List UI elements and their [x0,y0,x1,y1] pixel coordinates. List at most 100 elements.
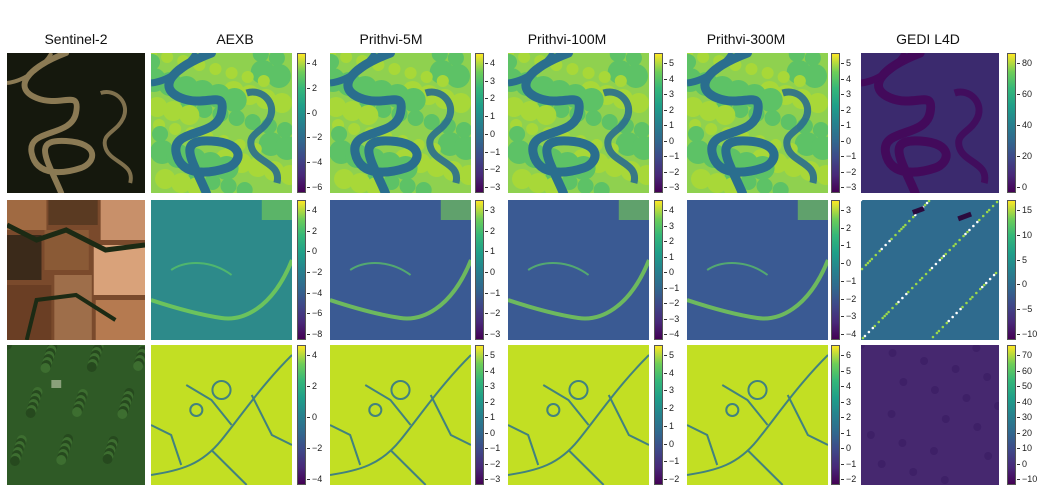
colorbar-tick-label: −3 [663,182,680,192]
column-title-gedi-l4d: GEDI L4D [896,31,960,47]
colorbar-tick-label: −3 [484,474,501,484]
colorbar-tick-label: 0 [484,427,496,438]
colorbar-tick-label: −6 [306,308,323,319]
colorbar [654,345,663,485]
colorbar-tick-label: 2 [840,222,852,233]
colorbar-tick-label: −2 [306,132,323,143]
colorbar-tick-label: 5 [1016,254,1028,265]
colorbar [475,200,484,340]
colorbar-tick-label: −2 [663,166,680,177]
colorbar-tick-label: 1 [840,427,852,438]
colorbar-tick-label: 1 [840,240,852,251]
colorbar-tick-label: 3 [663,89,675,99]
colorbar-tick-label: 2 [306,381,318,391]
colorbar-tick-label: −8 [306,329,323,339]
colorbar-tick-label: 4 [484,58,496,68]
colorbar-tick-label: 0 [663,135,675,146]
colorbar [475,53,484,193]
colorbar-tick-label: 6 [840,350,852,360]
colorbar-tick-label: 3 [840,89,852,99]
colorbar-tick-label: −2 [484,458,501,469]
colorbar-tick-label: 70 [1016,350,1033,360]
panel-forest-sentinel-2 [7,345,145,485]
colorbar-tick-label: −1 [840,151,857,161]
colorbar [1007,345,1016,485]
colorbar-tick-label: −5 [1016,304,1033,315]
colorbar-tick-label: −1 [840,458,857,469]
panel-river-prithvi-100m [508,53,649,193]
colorbar-tick-label: 0 [1016,182,1028,192]
panel-image [151,345,292,485]
panel-forest-gedi-l4d [861,345,999,485]
panel-river-aexb [151,53,292,193]
colorbar-tick-label: −4 [306,474,323,484]
colorbar-tick-label: 10 [1016,229,1033,240]
colorbar-tick-label: 20 [1016,151,1033,161]
colorbar-tick-label: 2 [663,403,675,414]
colorbar-tick-label: 4 [663,367,675,378]
panel-image [7,53,145,193]
colorbar-tick-label: −6 [306,182,323,192]
colorbar-tick-label: −1 [484,443,501,453]
panel-image [151,53,292,193]
colorbar-tick-label: 60 [1016,89,1033,99]
colorbar-tick-label: 0 [840,258,852,269]
colorbar-tick-label: 0 [1016,458,1028,469]
panel-forest-prithvi-300m [687,345,828,485]
colorbar-tick-label: −4 [840,329,857,339]
colorbar-tick-label: 3 [840,396,852,407]
panel-forest-aexb [151,345,292,485]
colorbar-tick-label: 4 [306,205,318,215]
colorbar-tick-label: 5 [663,350,675,360]
column-title-prithvi-5m: Prithvi-5M [359,31,423,47]
colorbar [297,345,306,485]
colorbar-tick-label: 4 [306,58,318,68]
colorbar-tick-label: 30 [1016,412,1033,422]
colorbar-tick-label: 2 [663,236,675,246]
colorbar-tick-label: −4 [306,157,323,168]
column-title-prithvi-100m: Prithvi-100M [527,31,607,47]
colorbar-tick-label: −1 [663,456,680,467]
colorbar-tick-label: −3 [484,329,501,339]
colorbar-tick-label: 1 [663,251,675,262]
colorbar-tick-label: −2 [306,267,323,277]
colorbar-tick-label: 2 [840,412,852,422]
colorbar-tick-label: 0 [306,412,318,422]
colorbar-tick-label: −2 [840,474,857,484]
colorbar-tick-label: −4 [306,287,323,298]
colorbar [297,200,306,340]
colorbar-tick-label: −2 [484,308,501,319]
colorbar-tick-label: −2 [840,293,857,304]
colorbar-tick-label: −2 [484,164,501,175]
colorbar-tick-label: 2 [663,104,675,115]
colorbar-tick-label: −2 [840,166,857,177]
panel-image [7,200,145,340]
panel-river-prithvi-5m [330,53,471,193]
panel-forest-prithvi-5m [330,345,471,485]
colorbar-tick-label: 0 [484,267,496,277]
colorbar-tick-label: 5 [840,365,852,376]
panel-image [7,345,145,485]
colorbar-tick-label: 4 [663,73,675,84]
colorbar [831,200,840,340]
panel-farmland-gedi-l4d [861,200,999,340]
colorbar-tick-label: −2 [663,298,680,308]
panel-image [687,53,828,193]
panel-image [861,200,999,340]
colorbar-tick-label: −1 [663,282,680,293]
panel-farmland-prithvi-100m [508,200,649,340]
colorbar-tick-label: −3 [663,313,680,324]
panel-farmland-prithvi-5m [330,200,471,340]
colorbar [831,345,840,485]
colorbar [654,200,663,340]
colorbar-tick-label: 3 [840,205,852,215]
colorbar-tick-label: 2 [306,225,318,236]
colorbar [654,53,663,193]
colorbar-tick-label: −2 [306,443,323,453]
colorbar-tick-label: 10 [1016,443,1033,453]
colorbar-tick-label: 5 [840,58,852,68]
colorbar-tick-label: 4 [663,205,675,215]
colorbar [475,345,484,485]
colorbar-tick-label: 2 [306,82,318,93]
colorbar-tick-label: 40 [1016,120,1033,130]
